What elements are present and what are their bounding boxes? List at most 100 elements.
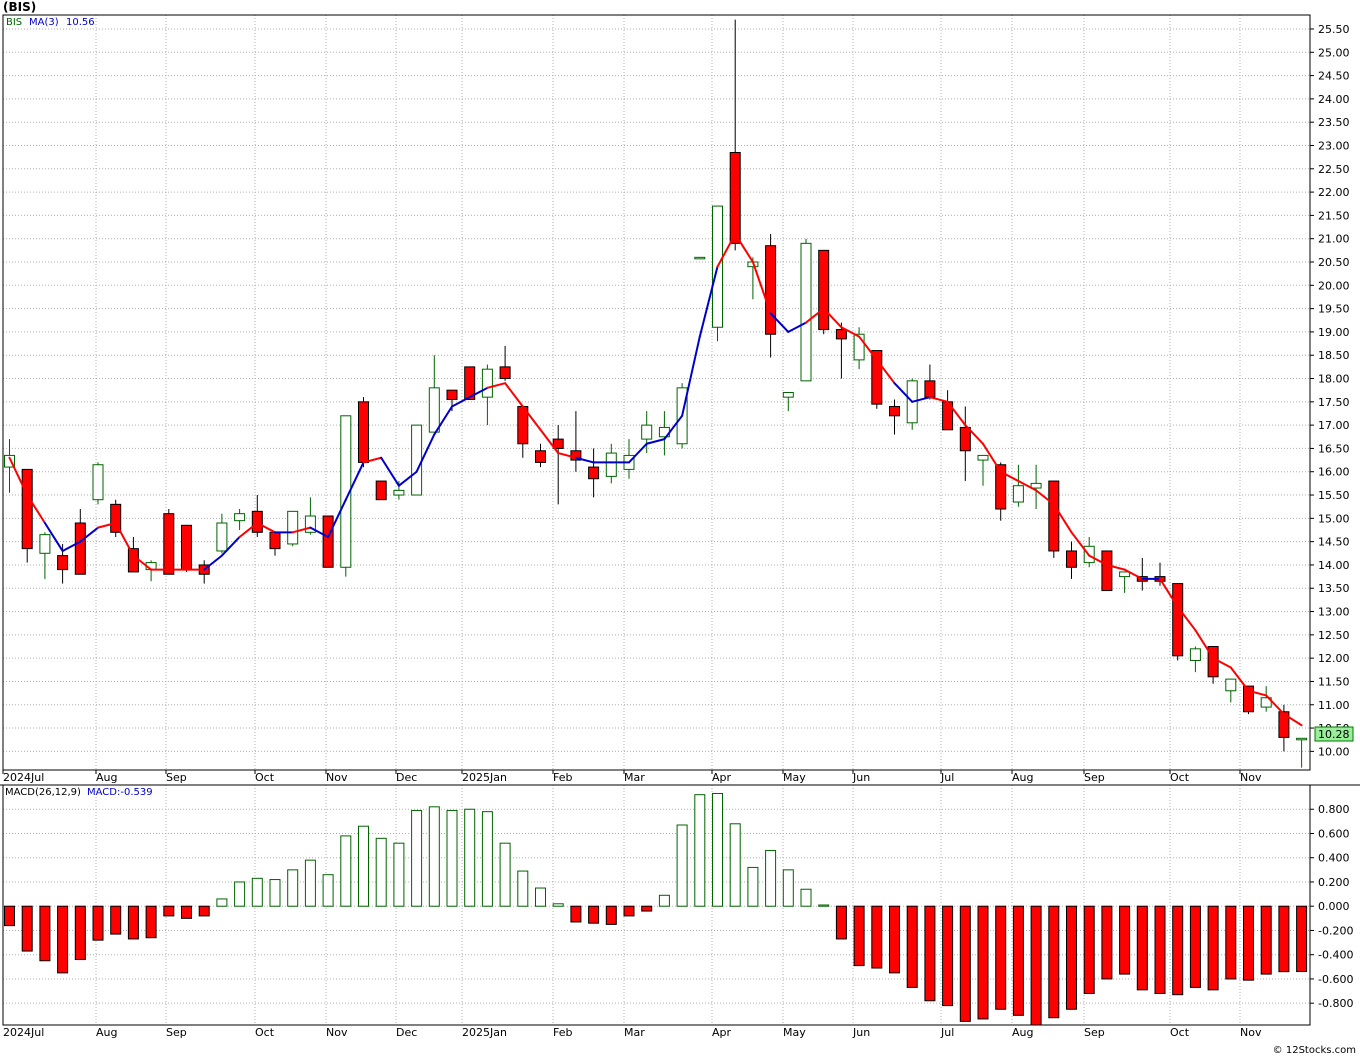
candle-body — [304, 515, 316, 533]
candle-body — [1066, 550, 1077, 568]
macd-bar — [428, 806, 440, 907]
candle-body — [287, 510, 299, 545]
ma-segment — [822, 307, 843, 329]
ma-segment — [486, 382, 507, 389]
candle-body — [605, 452, 617, 477]
candle-body — [1048, 480, 1060, 552]
price-month-label: Sep — [166, 771, 187, 784]
candle-body — [1101, 550, 1113, 592]
ma-segment — [1282, 713, 1303, 727]
macd-bar — [304, 859, 316, 907]
candle-body — [446, 389, 458, 400]
macd-bar — [358, 825, 369, 907]
footer-credit: © 12Stocks.com — [1272, 1045, 1356, 1056]
candle-body — [4, 454, 15, 468]
price-month-label: Aug — [96, 771, 117, 784]
price-tick-label: 24.50 — [1318, 70, 1350, 83]
macd-bar — [747, 866, 759, 907]
candle-body — [694, 256, 706, 260]
macd-bar — [1154, 905, 1166, 994]
macd-bar — [676, 824, 688, 907]
candle-body — [729, 151, 741, 244]
macd-bar — [570, 905, 582, 923]
candle-body — [163, 513, 175, 575]
ma-segment — [1088, 554, 1108, 566]
macd-tick-label: -0.200 — [1318, 924, 1353, 937]
candle-body — [57, 555, 69, 571]
candle-body — [641, 424, 653, 440]
candle-body — [1189, 648, 1201, 661]
candle-body — [977, 454, 989, 461]
candle-body — [234, 513, 246, 522]
candle-body — [1243, 685, 1254, 713]
price-tick-label: 25.00 — [1318, 46, 1350, 59]
price-tick-label: 23.00 — [1318, 139, 1350, 152]
ma-segment — [1247, 689, 1268, 697]
macd-bar — [800, 888, 812, 907]
price-tick-label: 13.50 — [1318, 582, 1350, 595]
macd-tick-label: -0.600 — [1318, 973, 1353, 986]
ma-segment — [645, 438, 666, 445]
candle-body — [464, 366, 476, 400]
macd-bar — [1101, 905, 1113, 980]
last-price-value: 10.28 — [1318, 728, 1350, 741]
price-month-label: Apr — [712, 771, 732, 784]
macd-bar — [92, 905, 104, 941]
ma-segment — [468, 386, 489, 399]
macd-bar — [1083, 905, 1095, 994]
macd-bar — [835, 905, 847, 940]
ma-segment — [97, 521, 117, 529]
macd-bar — [127, 905, 139, 940]
price-tick-label: 22.00 — [1318, 186, 1350, 199]
candle-body — [995, 464, 1007, 510]
macd-bar — [1136, 905, 1148, 991]
candle-body — [765, 245, 777, 335]
macd-bar — [623, 905, 635, 917]
macd-month-label: Jun — [852, 1026, 870, 1039]
candle-body — [924, 380, 936, 398]
ma-segment — [1265, 694, 1285, 716]
ma-segment — [1070, 531, 1091, 557]
ma-segment — [1176, 605, 1197, 632]
macd-bar — [39, 905, 51, 962]
macd-bar — [818, 904, 830, 907]
macd-month-label: Nov — [1240, 1026, 1262, 1039]
macd-tick-label: 0.000 — [1318, 900, 1350, 913]
candle-body — [1225, 678, 1237, 692]
ma-segment — [628, 442, 648, 464]
macd-bar — [145, 905, 157, 939]
ma-segment — [1212, 657, 1232, 669]
price-tick-label: 21.00 — [1318, 233, 1350, 246]
macd-tick-label: 0.200 — [1318, 876, 1350, 889]
ma-segment — [663, 414, 684, 441]
legend-symbol: BIS — [6, 17, 22, 28]
candle-body — [782, 392, 794, 398]
macd-month-label: Oct — [255, 1026, 275, 1039]
price-tick-label: 17.00 — [1318, 419, 1350, 432]
ma-segment — [43, 521, 64, 552]
price-tick-label: 18.00 — [1318, 373, 1350, 386]
candle-body — [499, 366, 511, 380]
ma-segment — [999, 470, 1020, 483]
axis-labels: 10.0010.5011.0011.5012.0012.5013.0013.50… — [3, 23, 1353, 1039]
macd-bar — [977, 905, 989, 1020]
candle-body — [1012, 485, 1024, 503]
price-tick-label: 21.50 — [1318, 209, 1350, 222]
ma-segment — [964, 424, 984, 445]
macd-bar — [181, 905, 192, 919]
candle-body — [1260, 697, 1272, 708]
macd-tick-label: -0.800 — [1318, 997, 1353, 1010]
ma-segment — [734, 233, 754, 264]
ma-segment — [1229, 666, 1250, 692]
macd-bar — [1172, 905, 1184, 996]
macd-bar — [853, 905, 865, 967]
macd-month-label: May — [783, 1026, 806, 1039]
macd-bar — [393, 842, 405, 907]
candle-body — [92, 464, 104, 501]
ma-segment — [79, 526, 99, 543]
candle-body — [375, 480, 387, 501]
macd-month-label: Mar — [624, 1026, 645, 1039]
price-tick-label: 17.50 — [1318, 396, 1350, 409]
macd-tick-label: 0.600 — [1318, 827, 1350, 840]
price-month-label: Oct — [255, 771, 275, 784]
